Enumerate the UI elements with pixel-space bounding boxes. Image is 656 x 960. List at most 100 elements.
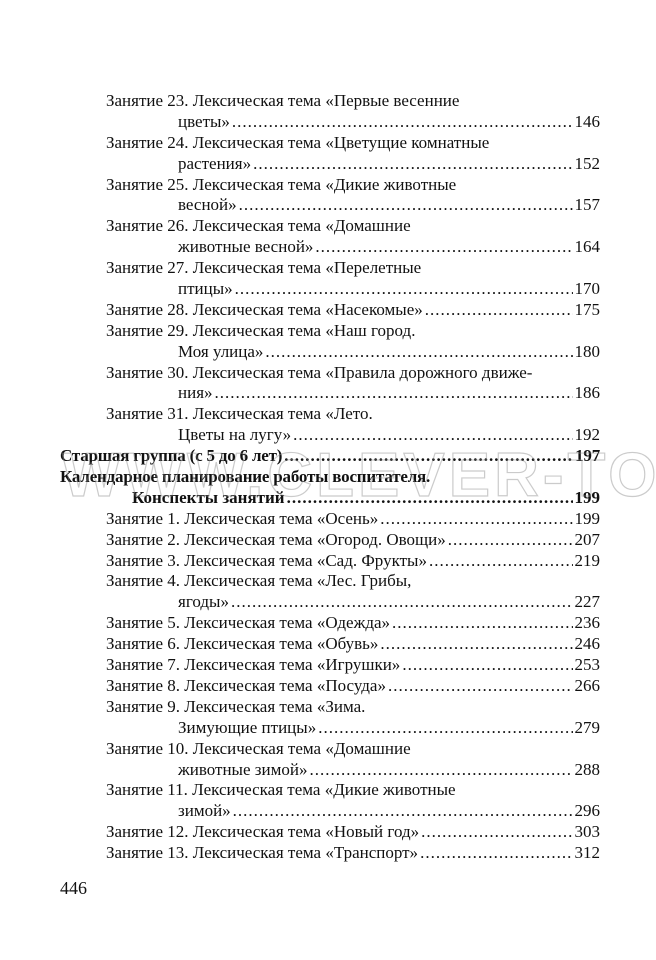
toc-entry: Занятие 24. Лексическая тема «Цветущие к… [60,133,600,175]
toc-line: весной» 157 [60,195,600,216]
toc-entry: Занятие 4. Лексическая тема «Лес. Грибы,… [60,571,600,613]
toc-entry-title: Занятие 13. Лексическая тема «Транспорт» [106,843,419,863]
dot-leader [318,718,572,739]
toc-line: цветы» 146 [60,112,600,133]
toc-entry: Занятие 26. Лексическая тема «Домашние жи… [60,216,600,258]
toc-entry: Занятие 3. Лексическая тема «Сад. Фрукты… [60,551,600,572]
toc-line: ния» 186 [60,383,600,404]
toc-line: Занятие 13. Лексическая тема «Транспорт»… [60,843,600,864]
toc-entry: Занятие 8. Лексическая тема «Посуда» 266 [60,676,600,697]
dot-leader [265,342,572,363]
dot-leader [315,237,572,258]
toc-page-number: 175 [574,299,601,319]
toc-entry-title: Занятие 8. Лексическая тема «Посуда» [106,675,386,695]
toc-page-number: 152 [574,153,601,173]
toc-line: Занятие 1. Лексическая тема «Осень» 199 [60,509,600,530]
toc-page-number: 199 [574,508,601,528]
toc-entry-title: ягоды» [178,592,229,612]
toc-line: Занятие 10. Лексическая тема «Домашние [60,739,600,760]
toc-line: Занятие 5. Лексическая тема «Одежда» 236 [60,613,600,634]
toc-entry-title: Занятие 3. Лексическая тема «Сад. Фрукты… [106,550,427,570]
dot-leader [231,592,573,613]
toc-entry-title: Занятие 25. Лексическая тема «Дикие живо… [106,174,457,194]
toc-line: Занятие 6. Лексическая тема «Обувь» 246 [60,634,600,655]
toc-entry-title: Занятие 24. Лексическая тема «Цветущие к… [106,132,490,152]
dot-leader [425,300,573,321]
toc-line: Занятие 23. Лексическая тема «Первые вес… [60,91,600,112]
toc-line: Занятие 25. Лексическая тема «Дикие живо… [60,175,600,196]
toc-entry-title: весной» [178,195,237,215]
toc-entry: Занятие 7. Лексическая тема «Игрушки» 253 [60,655,600,676]
page-number: 446 [60,878,87,898]
toc-line: Занятие 26. Лексическая тема «Домашние [60,216,600,237]
toc-line: Занятие 7. Лексическая тема «Игрушки» 253 [60,655,600,676]
dot-leader [380,634,572,655]
toc-line: ягоды» 227 [60,592,600,613]
toc-section: Календарное планирование работы воспитат… [60,467,600,509]
toc-page-number: 296 [574,801,601,821]
toc-entry-title: Занятие 4. Лексическая тема «Лес. Грибы, [106,571,412,591]
toc-entry: Занятие 2. Лексическая тема «Огород. Ово… [60,530,600,551]
toc-entry: Занятие 29. Лексическая тема «Наш город.… [60,321,600,363]
toc-entry: Занятие 5. Лексическая тема «Одежда» 236 [60,613,600,634]
dot-leader [392,613,572,634]
dot-leader [388,676,573,697]
toc-line: Моя улица» 180 [60,342,600,363]
dot-leader [402,655,572,676]
toc-line: Занятие 3. Лексическая тема «Сад. Фрукты… [60,551,600,572]
toc-page-number: 199 [574,487,601,507]
toc-line: животные зимой» 288 [60,760,600,781]
toc-line: Занятие 4. Лексическая тема «Лес. Грибы, [60,571,600,592]
toc-entry-title: Занятие 28. Лексическая тема «Насекомые» [106,299,423,319]
toc-entry-title: Занятие 30. Лексическая тема «Правила до… [106,362,533,382]
toc-entry-title: зимой» [178,801,231,821]
toc-line: Занятие 12. Лексическая тема «Новый год»… [60,822,600,843]
toc-line: Занятие 30. Лексическая тема «Правила до… [60,363,600,384]
toc-page-number: 312 [574,843,601,863]
toc-page-number: 197 [575,446,600,466]
toc-entry-title: цветы» [178,111,230,131]
dot-leader [284,446,573,467]
toc-line: Занятие 31. Лексическая тема «Лето. [60,404,600,425]
dot-leader [235,279,573,300]
toc-entry-title: Занятие 2. Лексическая тема «Огород. Ово… [106,529,446,549]
dot-leader [239,195,573,216]
toc-entry-title: Занятие 23. Лексическая тема «Первые вес… [106,91,460,110]
toc-line: Занятие 24. Лексическая тема «Цветущие к… [60,133,600,154]
toc-entry: Занятие 30. Лексическая тема «Правила до… [60,363,600,405]
toc-entry: Занятие 11. Лексическая тема «Дикие живо… [60,780,600,822]
toc-entry: Занятие 28. Лексическая тема «Насекомые»… [60,300,600,321]
toc-line: Цветы на лугу» 192 [60,425,600,446]
toc-page-number: 227 [574,592,601,612]
toc-entry-title: растения» [178,153,252,173]
toc-entry: Занятие 13. Лексическая тема «Транспорт»… [60,843,600,864]
toc-section: Старшая группа (с 5 до 6 лет) 197 [60,446,600,467]
toc-page-number: 253 [574,655,601,675]
toc-entry-title: Занятие 12. Лексическая тема «Новый год» [106,822,420,842]
toc-entry: Занятие 1. Лексическая тема «Осень» 199 [60,509,600,530]
toc-entry-title: ния» [178,383,213,403]
dot-leader [287,488,573,509]
toc-page-number: 164 [574,237,601,257]
toc-entry-title: Занятие 31. Лексическая тема «Лето. [106,404,373,424]
toc-entry-title: Занятие 27. Лексическая тема «Перелетные [106,258,422,278]
dot-leader [309,760,572,781]
toc-entry-title: Занятие 9. Лексическая тема «Зима. [106,696,366,716]
dot-leader [421,822,572,843]
toc-page-number: 146 [574,111,601,131]
toc-entry: Занятие 25. Лексическая тема «Дикие живо… [60,175,600,217]
toc-line: растения» 152 [60,154,600,175]
toc-page-number: 207 [574,529,601,549]
toc-line: зимой» 296 [60,801,600,822]
toc-page-number: 303 [574,822,601,842]
toc-entry: Занятие 27. Лексическая тема «Перелетные… [60,258,600,300]
toc-line: Конспекты занятий 199 [60,488,600,509]
toc-entry-title: Календарное планирование работы воспитат… [60,467,431,487]
dot-leader [380,509,572,530]
toc-entry-title: Занятие 10. Лексическая тема «Домашние [106,738,411,758]
toc-page-number: 246 [574,634,601,654]
toc-entry-title: Занятие 6. Лексическая тема «Обувь» [106,634,379,654]
toc-entry-title: Моя улица» [178,341,264,361]
toc-line: Занятие 29. Лексическая тема «Наш город. [60,321,600,342]
dot-leader [215,383,573,404]
